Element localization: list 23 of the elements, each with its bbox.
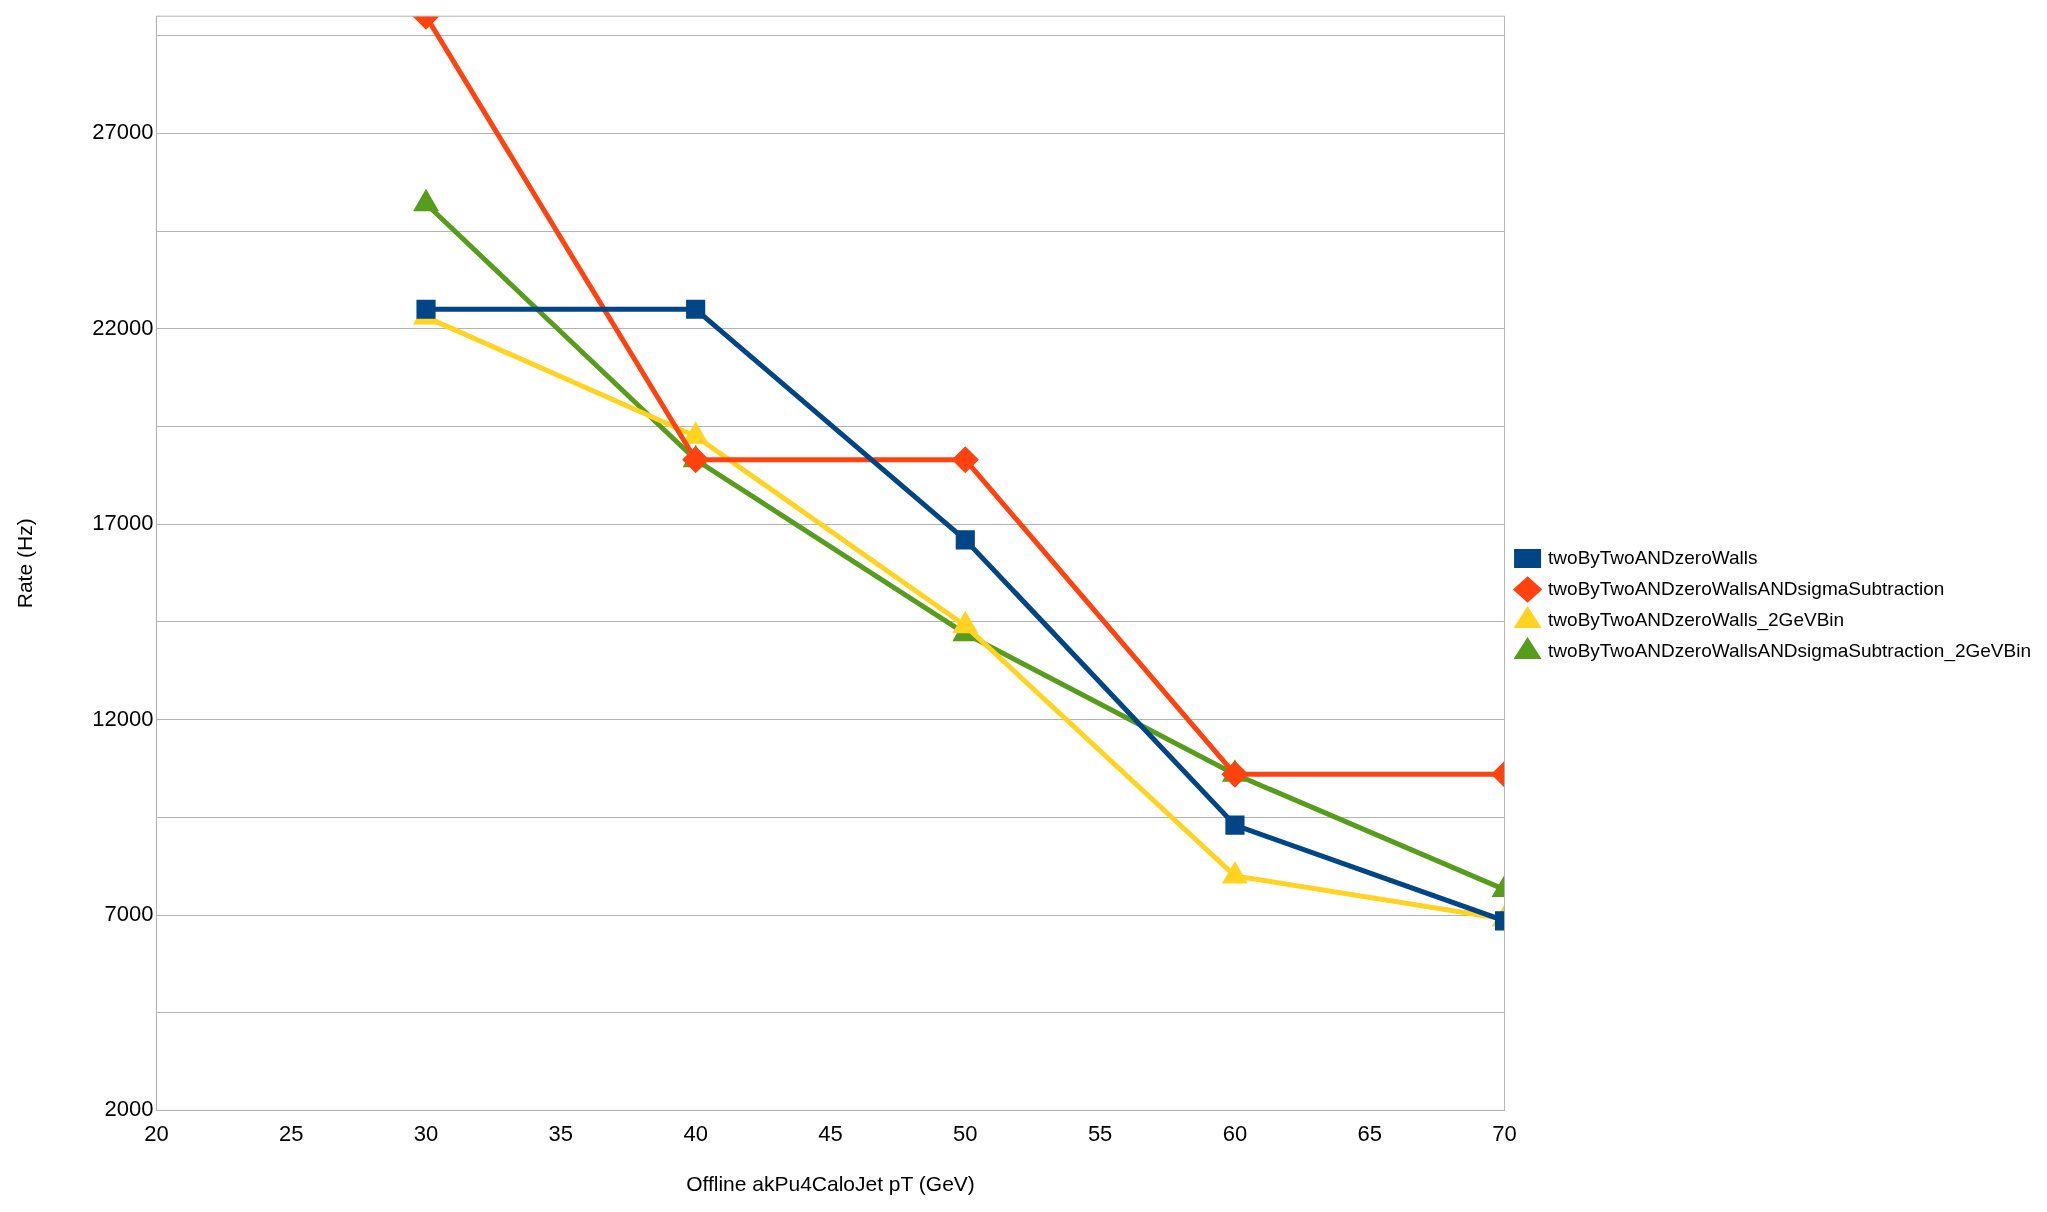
y-tick-label: 27000 bbox=[92, 119, 154, 145]
x-tick-label: 70 bbox=[1492, 1120, 1517, 1146]
y-tick-label: 17000 bbox=[92, 510, 154, 536]
x-tick-label: 20 bbox=[144, 1120, 169, 1146]
x-tick-label: 30 bbox=[413, 1120, 439, 1146]
legend-label: twoByTwoANDzeroWalls bbox=[1548, 546, 1758, 568]
legend-label: twoByTwoANDzeroWallsANDsigmaSubtraction_2GeVBin bbox=[1548, 639, 2032, 662]
x-tick-label: 40 bbox=[683, 1120, 708, 1146]
x-tick-label: 45 bbox=[818, 1120, 843, 1146]
legend-label: twoByTwoANDzeroWalls_2GeVBin bbox=[1548, 608, 1845, 631]
x-tick-label: 25 bbox=[278, 1120, 304, 1146]
y-tick-label: 22000 bbox=[92, 314, 154, 340]
x-tick-label: 60 bbox=[1222, 1120, 1248, 1146]
y-axis-title: Rate (Hz) bbox=[13, 518, 37, 609]
x-tick-label: 55 bbox=[1087, 1120, 1113, 1146]
x-tick-label: 65 bbox=[1357, 1120, 1382, 1146]
y-tick-label: 12000 bbox=[92, 705, 154, 731]
y-tick-label: 7000 bbox=[104, 901, 154, 927]
x-tick-label: 35 bbox=[548, 1120, 574, 1146]
x-tick-label: 50 bbox=[953, 1120, 978, 1146]
y-tick-label: 2000 bbox=[104, 1096, 154, 1122]
x-axis-title: Offline akPu4CaloJet pT (GeV) bbox=[686, 1172, 975, 1196]
legend-label: twoByTwoANDzeroWallsANDsigmaSubtraction bbox=[1548, 577, 1945, 599]
